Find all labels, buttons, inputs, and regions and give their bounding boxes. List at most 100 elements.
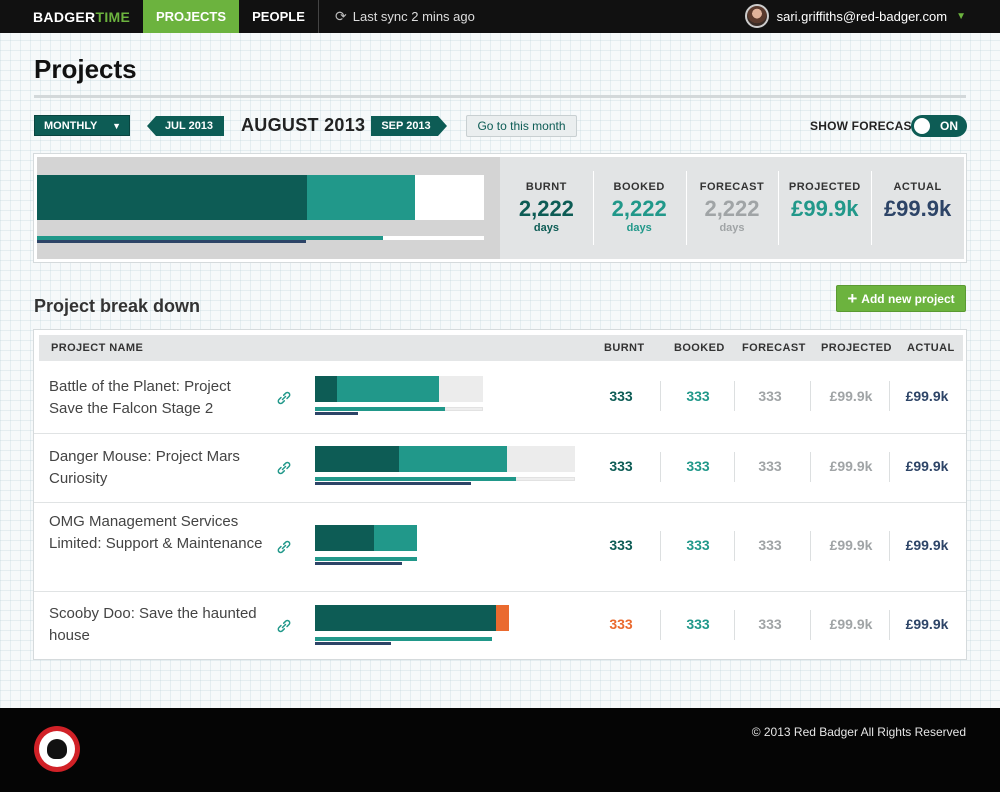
divider [660, 531, 661, 561]
burnt-value: 333 [609, 388, 633, 404]
sync-status[interactable]: ⟳ Last sync 2 mins ago [335, 8, 475, 25]
forecast-value: 333 [758, 616, 782, 632]
table-row[interactable]: OMG Management Services Limited: Support… [34, 502, 966, 591]
divider [810, 531, 811, 561]
actual-value: £99.9k [905, 537, 949, 553]
booked-bar-segment [399, 446, 507, 472]
link-icon[interactable] [275, 538, 293, 556]
booked-value: 333 [686, 458, 710, 474]
logo-ring [39, 731, 75, 767]
actual-line [315, 562, 402, 565]
burnt-bar-segment [315, 605, 496, 631]
projected-line [315, 637, 492, 641]
table-row[interactable]: Danger Mouse: Project Mars Curiosity 333… [34, 433, 966, 502]
divider [734, 381, 735, 411]
column-header-projected: PROJECTED [821, 342, 892, 354]
project-bar [315, 376, 483, 402]
stat-value: 2,222 [611, 196, 667, 221]
footer: © 2013 Red Badger All Rights Reserved [0, 708, 1000, 792]
actual-value: £99.9k [905, 388, 949, 404]
add-new-project-button[interactable]: + Add new project [836, 285, 966, 312]
column-header-forecast: FORECAST [742, 342, 806, 354]
projected-line [315, 477, 516, 481]
column-header-project-name: PROJECT NAME [51, 342, 144, 354]
stat-unit: days [533, 222, 559, 234]
summary-panel: BURNT 2,222 days BOOKED 2,222 days FOREC… [33, 153, 967, 263]
stat-value: 2,222 [518, 196, 574, 221]
user-menu[interactable]: sari.griffiths@red-badger.com ▼ [744, 4, 966, 28]
period-dropdown-label: MONTHLY [44, 119, 98, 132]
sync-text: Last sync 2 mins ago [352, 9, 475, 24]
divider [660, 610, 661, 640]
stat-label: BOOKED [613, 181, 665, 193]
section-title: Project break down [34, 296, 201, 316]
stat-forecast: FORECAST 2,222 days [685, 157, 779, 259]
plus-icon: + [847, 289, 858, 308]
link-icon[interactable] [275, 459, 293, 477]
project-name[interactable]: Danger Mouse: Project Mars Curiosity [49, 448, 240, 487]
forecast-value: 333 [758, 458, 782, 474]
booked-bar-segment [337, 376, 439, 402]
stat-label: BURNT [525, 181, 567, 193]
table-row[interactable]: Battle of the Planet: Project Save the F… [34, 361, 966, 433]
projected-line [315, 407, 445, 411]
stat-label: FORECAST [699, 181, 765, 193]
link-icon[interactable] [275, 389, 293, 407]
badger-logo-icon[interactable] [34, 726, 80, 772]
chevron-down-icon: ▼ [956, 10, 966, 22]
booked-value: 333 [686, 616, 710, 632]
sync-icon: ⟳ [335, 8, 347, 24]
actual-line [315, 412, 358, 415]
stat-value: £99.9k [883, 196, 952, 221]
table-header: PROJECT NAME BURNT BOOKED FORECAST PROJE… [39, 335, 963, 361]
link-icon[interactable] [275, 617, 293, 635]
actual-line [315, 642, 391, 645]
actual-line [315, 482, 471, 485]
project-name[interactable]: Scooby Doo: Save the haunted house [49, 605, 257, 644]
prev-month-button[interactable]: JUL 2013 [147, 116, 224, 136]
top-bar: BADGER TIME PROJECTS PEOPLE ⟳ Last sync 2… [0, 0, 1000, 33]
divider [734, 610, 735, 640]
burnt-bar-segment [315, 376, 337, 402]
brand-name: BADGER [33, 8, 96, 25]
nav-tab-people[interactable]: PEOPLE [239, 0, 319, 33]
projected-value: £99.9k [829, 537, 873, 553]
next-month-button[interactable]: SEP 2013 [371, 116, 447, 136]
table-row[interactable]: Scooby Doo: Save the haunted house 333 3… [34, 591, 966, 659]
column-header-actual: ACTUAL [907, 342, 955, 354]
show-forecast-toggle[interactable]: ON [911, 115, 967, 137]
stat-label: PROJECTED [788, 181, 861, 193]
forecast-value: 333 [758, 388, 782, 404]
stat-value: 2,222 [704, 196, 760, 221]
title-divider [34, 95, 966, 98]
burnt-bar-segment [315, 525, 374, 551]
project-name[interactable]: OMG Management Services Limited: Support… [49, 513, 263, 552]
stat-actual: ACTUAL £99.9k [871, 157, 964, 259]
go-to-this-month-button[interactable]: Go to this month [466, 115, 577, 137]
booked-bar-segment [307, 175, 415, 220]
column-header-booked: BOOKED [674, 342, 725, 354]
burnt-bar-segment [37, 175, 308, 220]
avatar [744, 4, 769, 28]
stat-booked: BOOKED 2,222 days [592, 157, 686, 259]
burnt-value: 333 [609, 458, 633, 474]
period-dropdown[interactable]: MONTHLY ▼ [34, 115, 130, 136]
column-header-burnt: BURNT [604, 342, 645, 354]
overrun-bar-segment [496, 605, 509, 631]
nav-tab-projects[interactable]: PROJECTS [143, 0, 239, 33]
current-month: AUGUST 2013 [241, 115, 366, 135]
projected-value: £99.9k [829, 458, 873, 474]
project-name[interactable]: Battle of the Planet: Project Save the F… [49, 378, 231, 417]
stat-unit: days [626, 222, 652, 234]
toggle-state: ON [940, 119, 958, 133]
forecast-value: 333 [758, 537, 782, 553]
brand-logo[interactable]: BADGER TIME [0, 0, 143, 33]
burnt-value: 333 [609, 537, 633, 553]
booked-value: 333 [686, 537, 710, 553]
projected-line [37, 236, 384, 240]
burnt-value: 333 [609, 616, 633, 632]
summary-chart [37, 157, 500, 259]
project-table: PROJECT NAME BURNT BOOKED FORECAST PROJE… [33, 329, 967, 660]
project-bar [315, 525, 417, 551]
toggle-knob [914, 118, 930, 134]
